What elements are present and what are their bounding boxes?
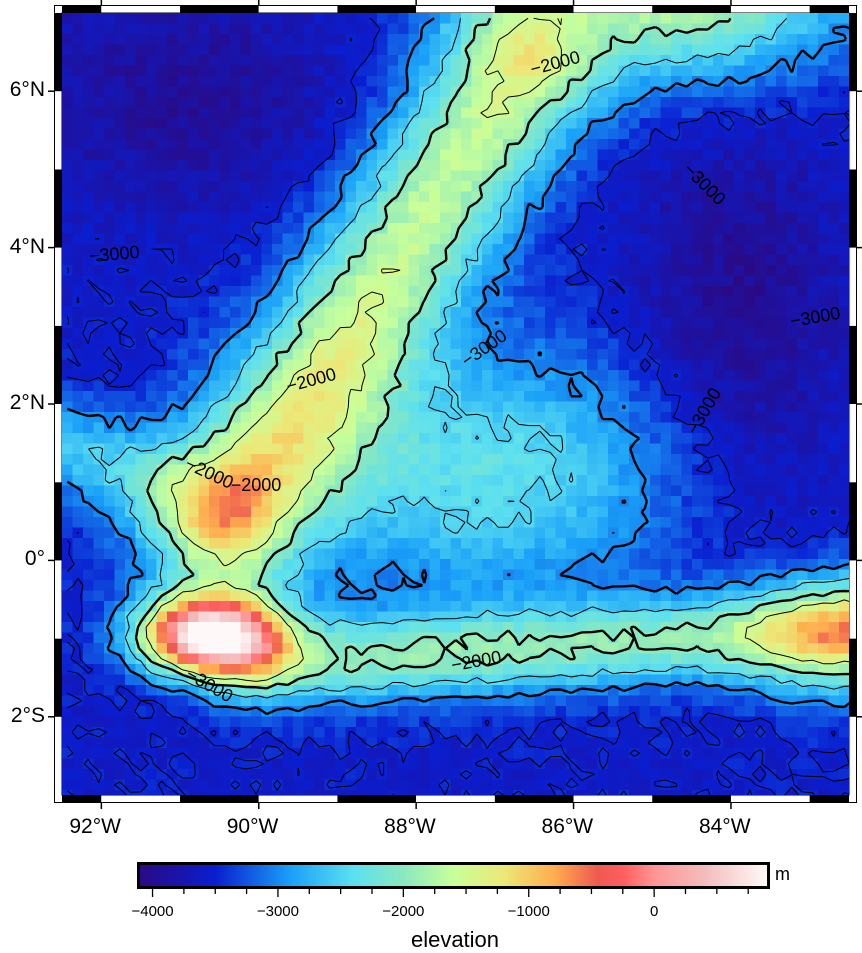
- x-tick-label: 92°W: [69, 815, 121, 838]
- y-tick-label: 2°S: [10, 703, 45, 727]
- colorbar: [137, 862, 770, 889]
- contour-1500: [145, 17, 849, 682]
- x-tick-label: 86°W: [541, 815, 594, 838]
- contour-3500: [66, 17, 849, 795]
- y-tick-label: 4°N: [9, 234, 45, 258]
- y-tick-label: 2°N: [9, 391, 45, 414]
- colorbar-label: elevation: [410, 927, 500, 952]
- elevation-map[interactable]: [62, 13, 849, 795]
- colorbar-unit: m: [775, 864, 790, 884]
- colorbar-tick-label: −2000: [382, 903, 425, 920]
- contour-3000: [66, 17, 849, 716]
- contour-2000: [134, 17, 849, 690]
- x-tick-label: 88°W: [384, 815, 436, 838]
- contour-label: −2000: [230, 475, 282, 496]
- x-tick-label: 84°W: [698, 815, 751, 838]
- contour-2500: [88, 17, 849, 699]
- colorbar-tick-label: −1000: [507, 903, 550, 920]
- y-tick-label: 0°: [24, 547, 45, 571]
- colorbar-tick-label: 0: [649, 903, 659, 920]
- colorbar-tick-label: −3000: [256, 903, 300, 920]
- x-tick-label: 90°W: [226, 815, 279, 838]
- y-tick-label: 6°N: [9, 78, 45, 102]
- contour-lines: [66, 17, 849, 795]
- colorbar-tick-label: −4000: [131, 903, 174, 920]
